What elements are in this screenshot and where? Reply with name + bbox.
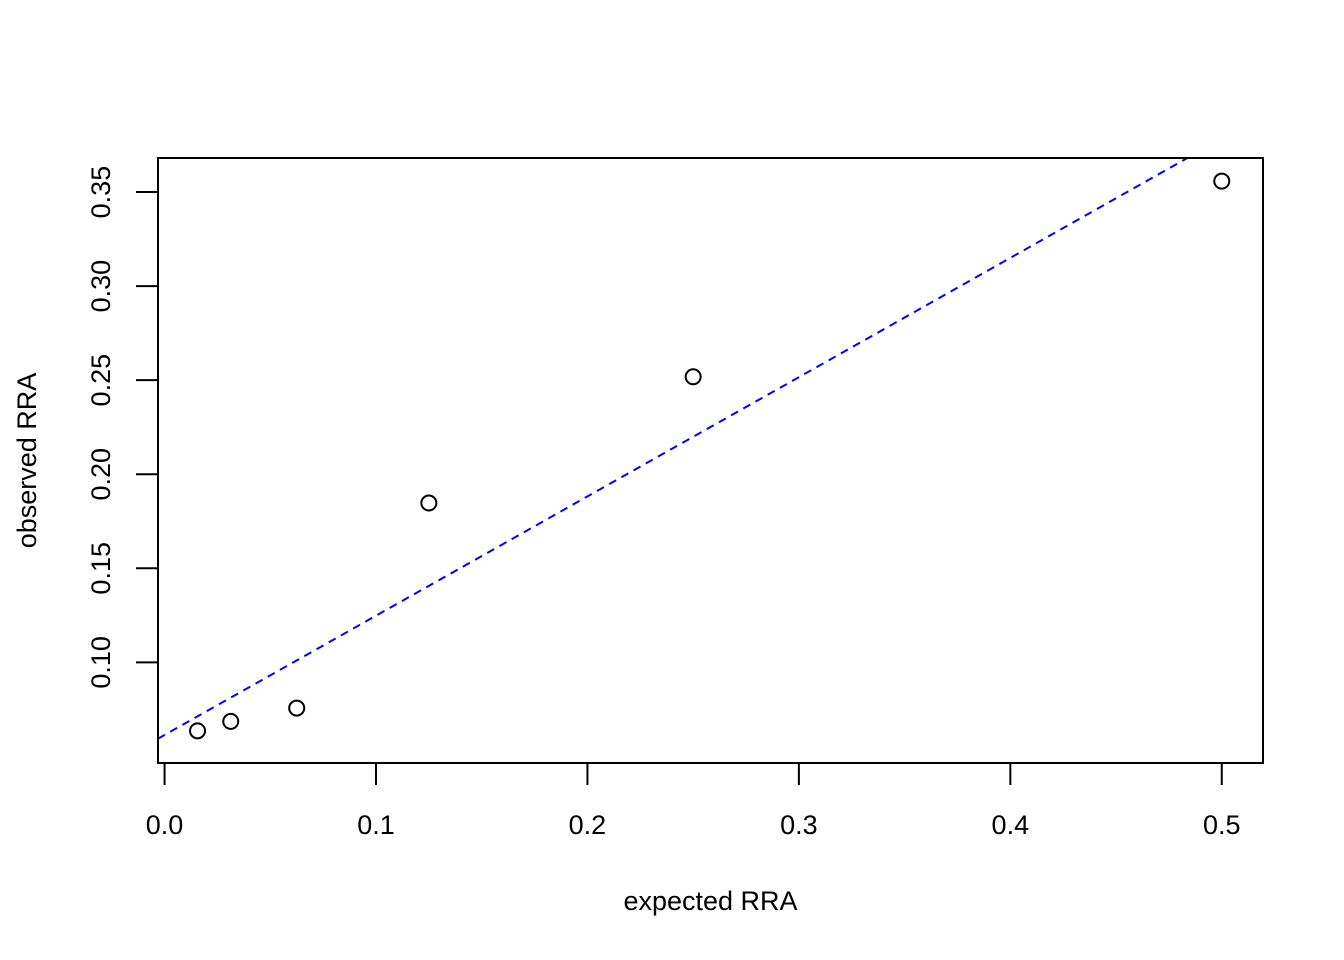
x-axis: 0.0 0.1 0.2 0.3 0.4 0.5 (146, 762, 1241, 840)
data-point (222, 712, 240, 730)
reference-line (158, 158, 1190, 740)
data-point (1213, 172, 1231, 190)
y-tick-label: 0.25 (86, 354, 116, 407)
data-point (684, 368, 702, 386)
data-point (420, 494, 438, 512)
x-tick-label: 0.2 (569, 810, 607, 840)
x-axis-label: expected RRA (623, 886, 797, 916)
y-axis: 0.10 0.15 0.20 0.25 0.30 0.35 (86, 166, 159, 689)
data-point (189, 722, 207, 740)
y-tick-label: 0.15 (86, 542, 116, 595)
y-tick-label: 0.35 (86, 166, 116, 219)
points-layer (189, 172, 1231, 740)
x-tick-label: 0.4 (992, 810, 1030, 840)
x-tick-label: 0.3 (780, 810, 818, 840)
x-tick-label: 0.0 (146, 810, 184, 840)
reference-line-layer (158, 158, 1190, 740)
y-tick-label: 0.10 (86, 636, 116, 689)
y-tick-label: 0.30 (86, 260, 116, 313)
x-tick-label: 0.1 (357, 810, 395, 840)
y-tick-label: 0.20 (86, 448, 116, 501)
x-tick-label: 0.5 (1203, 810, 1241, 840)
y-axis-label: observed RRA (12, 373, 42, 549)
data-point (288, 699, 306, 717)
